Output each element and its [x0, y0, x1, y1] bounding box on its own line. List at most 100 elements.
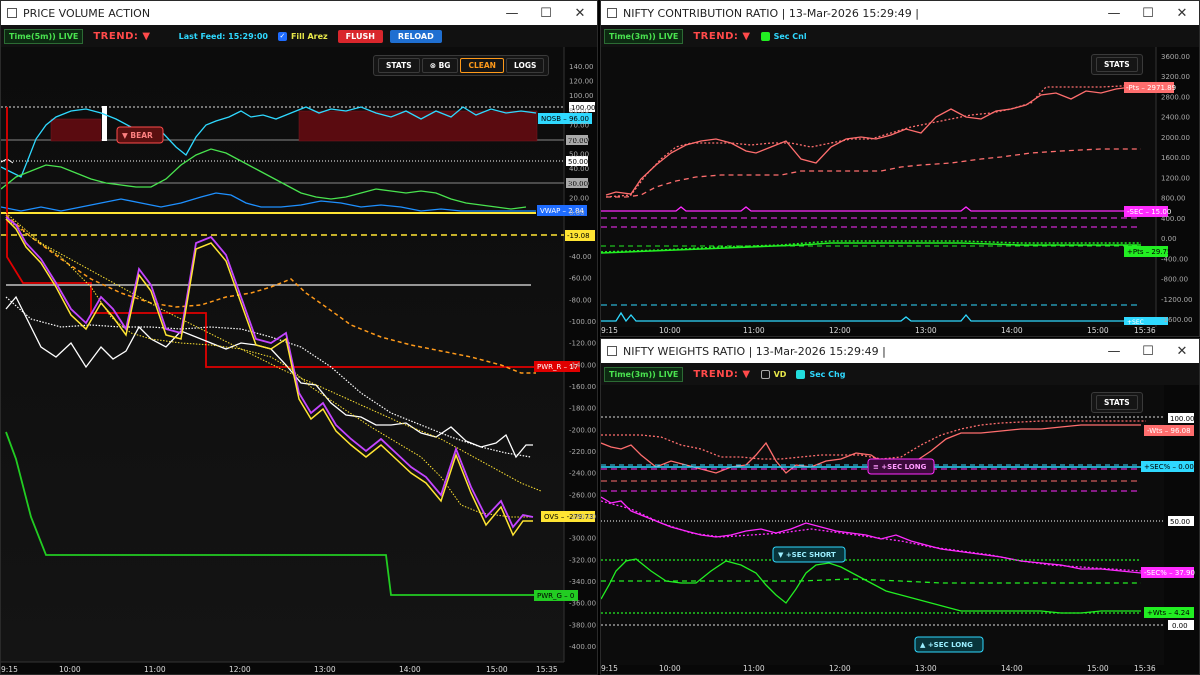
pva-chart-area[interactable]: 100.00 NOSB – 96.00 70.00 50.00 30.00 VW…	[1, 47, 597, 674]
tag-vwap: VWAP – 2.84	[540, 207, 584, 215]
pva-window: PRICE VOLUME ACTION — ☐ ✕ Time(5m)) LIVE…	[0, 0, 598, 675]
tag-50: 50.00	[568, 158, 588, 166]
nwr-chart-area[interactable]: ≡ +SEC LONG ▼ +SEC SHORT ▲ +SEC LONG 100…	[601, 385, 1199, 674]
wts-neg-dotted	[601, 420, 1146, 460]
tag-0: 0.00	[1172, 622, 1188, 630]
tag-nosb: NOSB – 96.00	[541, 115, 589, 123]
y-tick: -400.00	[1161, 255, 1188, 263]
maximize-icon[interactable]: ☐	[540, 5, 552, 21]
trend-label: TREND:	[693, 30, 739, 42]
app-icon	[607, 8, 617, 18]
close-icon[interactable]: ✕	[1176, 5, 1188, 21]
y-tick: -1200.00	[1161, 296, 1192, 304]
sec-cyan-line	[601, 311, 1141, 323]
fill-area-checkbox[interactable]: ✓	[277, 31, 287, 41]
trend-label: TREND:	[693, 368, 739, 380]
y-tick: 80.00	[569, 107, 589, 115]
nwr-x-axis: 9:15 10:00 11:00 12:00 13:00 14:00 15:00…	[601, 664, 1156, 673]
tag-70: 70.00	[568, 137, 588, 145]
stats-button[interactable]: STATS	[1096, 57, 1138, 72]
tag-100: 100.00	[1170, 415, 1195, 423]
tag-box-sec	[1124, 206, 1168, 217]
y-tick: -200.00	[569, 426, 596, 434]
timeframe-selector[interactable]: Time(3m)) LIVE	[604, 366, 684, 382]
tag-pts-neg: -Pts – 2971.89	[1126, 84, 1176, 92]
tag-wts-neg: -Wts – 96.08	[1147, 427, 1191, 435]
sec-chg-label: Sec Chg	[809, 369, 846, 379]
tag-sec-pct: -SEC% – 37.90	[1144, 569, 1195, 577]
x-tick: 13:00	[915, 664, 937, 673]
close-icon[interactable]: ✕	[574, 5, 586, 21]
stats-button[interactable]: STATS	[378, 58, 420, 73]
pwr-r-line	[6, 107, 541, 368]
pva-chart: 100.00 NOSB – 96.00 70.00 50.00 30.00 VW…	[1, 47, 596, 674]
pva-titlebar[interactable]: PRICE VOLUME ACTION — ☐ ✕	[1, 1, 597, 25]
ncr-titlebar[interactable]: NIFTY CONTRIBUTION RATIO | 13-Mar-2026 1…	[601, 1, 1199, 25]
nwr-titlebar[interactable]: NIFTY WEIGHTS RATIO | 13-Mar-2026 15:29:…	[601, 339, 1199, 363]
tag-box-wts-pos	[1144, 607, 1194, 618]
y-tick: -360.00	[569, 600, 596, 608]
flush-button[interactable]: FLUSH	[337, 29, 383, 43]
tag-sec: -SEC – 15.00	[1127, 208, 1171, 216]
y-tick: -320.00	[569, 556, 596, 564]
minimize-icon[interactable]: —	[505, 5, 519, 21]
y-tick: -280.00	[569, 513, 596, 521]
minimize-icon[interactable]: —	[1107, 343, 1121, 359]
bear-badge: ▼ BEAR	[116, 126, 164, 144]
bg-button[interactable]: ⊗ BG	[421, 58, 459, 73]
reload-button[interactable]: RELOAD	[389, 29, 442, 43]
tag-30: 30.00	[568, 180, 588, 188]
sec-chg-checkbox[interactable]	[796, 369, 806, 379]
stats-button[interactable]: STATS	[1096, 395, 1138, 410]
x-tick: 14:00	[399, 665, 421, 674]
y-tick: -60.00	[569, 275, 592, 283]
minimize-icon[interactable]: —	[1107, 5, 1121, 21]
timeframe-selector[interactable]: Time(3m)) LIVE	[604, 28, 684, 44]
pva-pill-toolbar: STATS ⊗ BG CLEAN LOGS	[373, 55, 550, 76]
ncr-toolbar: Time(3m)) LIVE TREND: ▼ Sec Cnl	[601, 25, 1199, 47]
x-tick: 14:00	[1001, 664, 1023, 673]
x-tick: 12:00	[829, 326, 851, 335]
wts-neg-line	[601, 424, 1141, 474]
sec-long-badge-1: ≡ +SEC LONG	[867, 458, 935, 475]
sec-cnl-checkbox[interactable]	[760, 31, 770, 41]
y-tick: -220.00	[569, 448, 596, 456]
y-tick: 0.00	[1161, 235, 1177, 243]
ncr-chart-area[interactable]: -Pts – 2971.89 -SEC – 15.00 +Pts – 29.75…	[601, 47, 1199, 336]
wts-pos-dashed	[601, 578, 1141, 584]
y-tick: -300.00	[569, 535, 596, 543]
tag-box-sec-chg	[1141, 461, 1194, 472]
ncr-x-axis: 9:15 10:00 11:00 12:00 13:00 14:00 15:00…	[601, 326, 1156, 335]
pts-pos-line	[601, 242, 1141, 254]
yellow-price-line	[5, 218, 533, 537]
y-tick: -400.00	[569, 643, 596, 651]
y-tick: 0.00	[569, 209, 585, 217]
logs-button[interactable]: LOGS	[505, 58, 545, 73]
purple-price-line	[5, 216, 534, 529]
tag-box-pts-neg	[1124, 82, 1174, 93]
maximize-icon[interactable]: ☐	[1142, 5, 1154, 21]
trend-down-icon: ▼	[742, 30, 751, 42]
bear-volume-bars	[50, 110, 538, 142]
y-tick: 140.00	[569, 63, 594, 71]
nwr-pill-toolbar: STATS	[1091, 392, 1143, 413]
timeframe-selector[interactable]: Time(5m)) LIVE	[4, 28, 84, 44]
sec-long-label-2: ▲ +SEC LONG	[920, 641, 973, 649]
tag-wts-pos: +Wts – 4.24	[1147, 609, 1190, 617]
y-tick: -380.00	[569, 621, 596, 629]
green-osc-line	[1, 148, 527, 210]
maximize-icon[interactable]: ☐	[1142, 343, 1154, 359]
y-tick: -80.00	[569, 296, 592, 304]
y-tick: -40.00	[569, 253, 592, 261]
x-tick-start: 9:15	[601, 664, 618, 673]
clean-button[interactable]: CLEAN	[460, 58, 504, 73]
x-tick: 10:00	[59, 665, 81, 674]
y-tick: 800.00	[1161, 195, 1186, 203]
vd-checkbox[interactable]	[760, 369, 770, 379]
sec-cnl-label: Sec Cnl	[773, 31, 807, 41]
x-tick: 11:00	[743, 664, 765, 673]
trend-down-icon: ▼	[142, 30, 151, 42]
tag-sec-chg: +SEC% – 0.00	[1144, 463, 1194, 471]
close-icon[interactable]: ✕	[1176, 343, 1188, 359]
x-tick: 15:36	[1134, 664, 1156, 673]
